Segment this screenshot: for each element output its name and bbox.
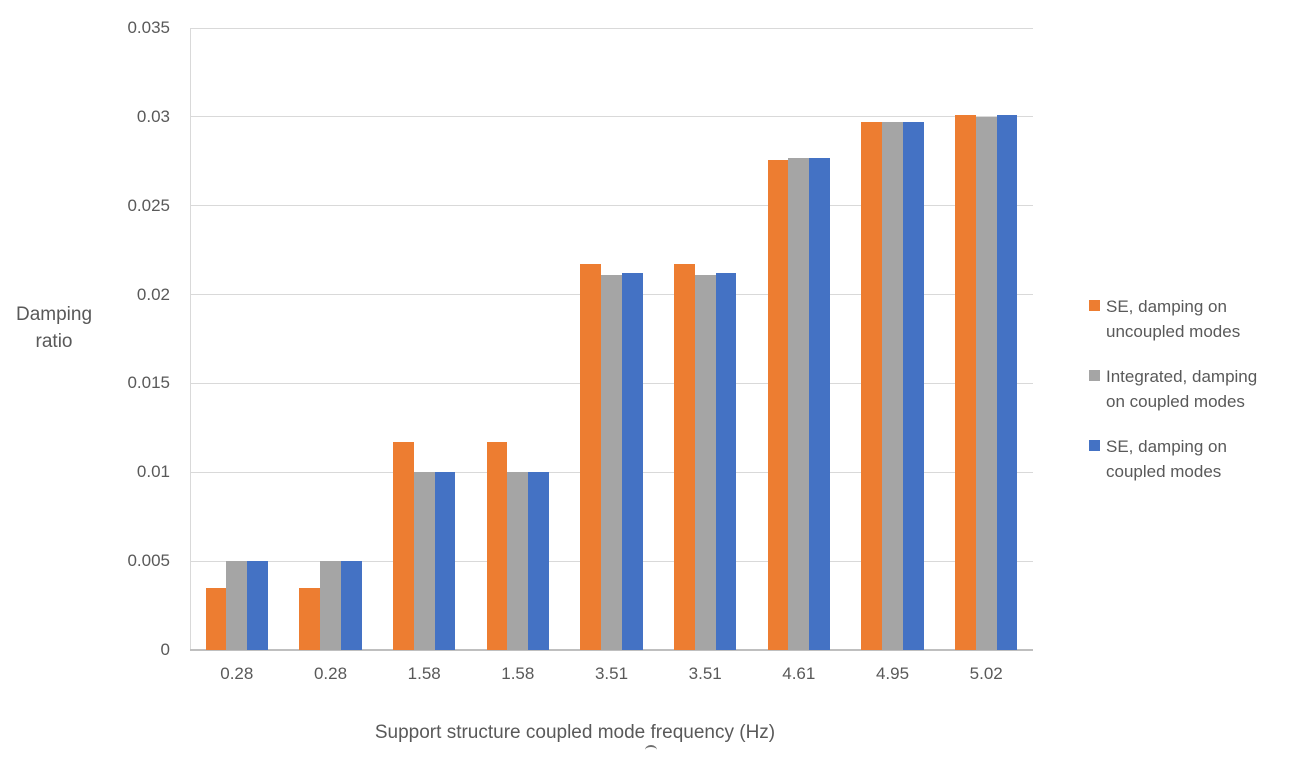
gridline: [190, 205, 1033, 207]
bar: [580, 264, 602, 650]
y-axis-line: [190, 28, 191, 650]
x-axis-tick-label: 3.51: [688, 664, 722, 683]
bar: [247, 561, 268, 650]
legend-swatch-icon: [1089, 300, 1100, 311]
x-axis-line: [190, 649, 1033, 651]
y-axis-tick-label: 0.02: [136, 284, 170, 304]
x-axis-tick-label: 0.28: [313, 664, 348, 683]
legend-label: Integrated, damping on coupled modes: [1106, 367, 1258, 411]
bar: [788, 157, 810, 650]
y-axis-tick-label: 0.03: [136, 106, 170, 126]
bar: [340, 561, 362, 650]
bar: [694, 275, 716, 650]
legend: SE, damping on uncoupled modes Integrated,…: [1089, 294, 1291, 504]
bar: [767, 159, 789, 650]
plot-area: 0 0.005 0.01 0.015 0.02 0.025 0.03 0.035 0.28 0.2…: [127, 18, 1033, 683]
bar: [996, 115, 1018, 650]
y-axis-tick-label: 0.01: [136, 462, 170, 482]
bar: [413, 472, 435, 650]
x-axis-title: Support structure coupled mode frequency…: [374, 722, 776, 743]
legend-entry: Integrated, damping on coupled modes: [1089, 364, 1291, 414]
legend-label: SE, damping on coupled modes: [1106, 437, 1227, 481]
y-axis-title-line2: ratio: [35, 331, 73, 352]
x-axis-tick-label: 5.02: [969, 664, 1003, 683]
bar: [486, 442, 508, 650]
bar: [674, 264, 695, 650]
gridline: [190, 116, 1033, 118]
bar: [809, 157, 830, 650]
legend-entry: SE, damping on uncoupled modes: [1089, 294, 1291, 344]
y-axis-title: Damping ratio: [8, 301, 100, 355]
bar: [434, 472, 456, 650]
y-axis-tick-label: 0: [160, 640, 170, 659]
y-axis-tick-label: 0.005: [127, 551, 170, 571]
bar: [975, 116, 997, 650]
legend-entry: SE, damping on coupled modes: [1089, 434, 1291, 484]
bar: [955, 115, 976, 650]
cropped-text-artifact: [645, 745, 657, 750]
x-axis-tick-label: 3.51: [594, 664, 629, 683]
bar: [882, 122, 903, 650]
bar: [507, 472, 529, 650]
bar: [320, 561, 341, 650]
y-axis-tick-label: 0.015: [127, 373, 170, 393]
legend-swatch-icon: [1089, 370, 1100, 381]
bar: [205, 587, 227, 650]
bar: [393, 442, 414, 650]
y-axis-tick-label: 0.035: [127, 18, 170, 37]
x-axis-tick-label: 4.95: [875, 664, 910, 683]
x-axis-tick-label: 1.58: [501, 664, 535, 683]
x-axis-tick-label: 4.61: [782, 664, 816, 683]
y-axis-title-line1: Damping: [15, 304, 93, 325]
bar: [226, 561, 248, 650]
y-axis-tick-label: 0.025: [127, 195, 170, 215]
bar: [861, 122, 883, 650]
gridline: [190, 27, 1033, 29]
x-axis-tick-label: 1.58: [407, 664, 441, 683]
x-axis-tick-label: 0.28: [220, 664, 254, 683]
bar: [601, 275, 622, 650]
bar: [299, 587, 321, 650]
bar: [902, 122, 924, 650]
legend-swatch-icon: [1089, 440, 1100, 451]
bar: [528, 472, 549, 650]
bar: [715, 273, 737, 650]
legend-label: SE, damping on uncoupled modes: [1106, 297, 1241, 341]
bar: [621, 273, 643, 650]
